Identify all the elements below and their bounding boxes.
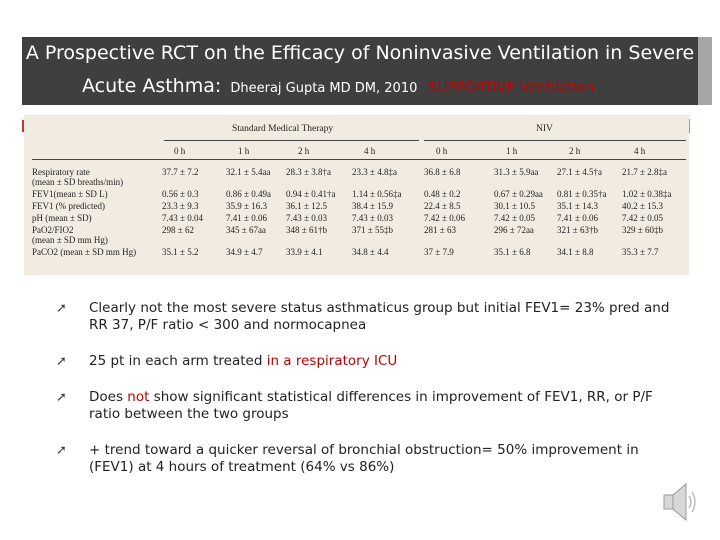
row-label: Respiratory rate <box>32 167 90 177</box>
row-label: (mean ± SD mm Hg) <box>32 235 108 245</box>
table-cell: 34.1 ± 8.8 <box>557 247 594 257</box>
time-column-header: 1 h <box>506 146 518 156</box>
table-cell: 37.7 ± 7.2 <box>162 167 199 177</box>
bullet-highlight: in a respiratory ICU <box>266 353 398 369</box>
table-cell: 7.43 ± 0.03 <box>286 213 327 223</box>
bullet-text: Clearly not the most severe status asthm… <box>89 300 670 333</box>
table-cell: 36.8 ± 6.8 <box>424 167 461 177</box>
table-cell: 0.48 ± 0.2 <box>424 189 461 199</box>
group-header-standard: Standard Medical Therapy <box>232 124 334 134</box>
table-cell: 34.9 ± 4.7 <box>226 247 263 257</box>
title-author: Dheeraj Gupta MD DM, 2010 <box>230 81 418 96</box>
table-cell: 40.2 ± 15.3 <box>622 201 663 211</box>
table-cell: 296 ± 72aa <box>494 225 534 235</box>
arrow-bullet-icon: ➚ <box>56 354 67 369</box>
table-cell: 7.43 ± 0.04 <box>162 213 203 223</box>
table-cell: 7.41 ± 0.06 <box>226 213 267 223</box>
row-label: pH (mean ± SD) <box>32 213 92 223</box>
arrow-bullet-icon: ➚ <box>56 390 67 405</box>
title-main: Acute Asthma: <box>82 75 222 97</box>
row-label: (mean ± SD breaths/min) <box>32 177 124 187</box>
arrow-bullet-icon: ➚ <box>56 443 67 458</box>
bullet-highlight: not <box>127 389 150 405</box>
row-label: FEV1 (% predicted) <box>32 201 105 211</box>
bullet-text: + trend toward a quicker reversal of bro… <box>89 442 639 475</box>
time-column-header: 4 h <box>364 146 376 156</box>
bullet-item: ➚ 25 pt in each arm treated in a respirat… <box>56 353 686 370</box>
time-column-header: 2 h <box>298 146 310 156</box>
table-cell: 345 ± 67aa <box>226 225 266 235</box>
table-cell: 36.1 ± 12.5 <box>286 201 327 211</box>
table-cell: 37 ± 7.9 <box>424 247 454 257</box>
table-cell: 1.02 ± 0.38‡a <box>622 189 672 199</box>
speaker-icon[interactable] <box>660 478 700 526</box>
table-cell: 27.1 ± 4.5†a <box>557 167 602 177</box>
table-cell: 30.1 ± 10.5 <box>494 201 535 211</box>
table-cell: 0.94 ± 0.41†a <box>286 189 336 199</box>
table-cell: 23.3 ± 4.8‡a <box>352 167 397 177</box>
table-cell: 21.7 ± 2.8‡a <box>622 167 667 177</box>
table-cell: 35.1 ± 14.3 <box>557 201 598 211</box>
bullet-text: Does <box>89 389 128 405</box>
time-column-header: 0 h <box>174 146 186 156</box>
table-cell: 7.42 ± 0.05 <box>494 213 535 223</box>
row-label: PaCO2 (mean ± SD mm Hg) <box>32 247 137 257</box>
table-cell: 7.41 ± 0.06 <box>557 213 598 223</box>
table-cell: 0.81 ± 0.35†a <box>557 189 607 199</box>
table-cell: 28.3 ± 3.8†a <box>286 167 331 177</box>
table-cell: 38.4 ± 15.9 <box>352 201 393 211</box>
table-cell: 22.4 ± 8.5 <box>424 201 461 211</box>
table-cell: 0.86 ± 0.49a <box>226 189 271 199</box>
table-cell: 281 ± 63 <box>424 225 456 235</box>
bullet-item: ➚ Clearly not the most severe status asth… <box>56 300 686 334</box>
column-rule <box>32 159 686 160</box>
table-cell: 35.1 ± 5.2 <box>162 247 199 257</box>
table-cell: 23.3 ± 9.3 <box>162 201 199 211</box>
table-cell: 298 ± 62 <box>162 225 194 235</box>
table-cell: 371 ± 55‡b <box>352 225 393 235</box>
table-cell: 7.42 ± 0.05 <box>622 213 663 223</box>
arrow-bullet-icon: ➚ <box>56 301 67 316</box>
bullet-text: show significant statistical differences… <box>89 389 653 422</box>
time-column-header: 2 h <box>569 146 581 156</box>
bullet-list: ➚ Clearly not the most severe status asth… <box>56 300 686 495</box>
table-cell: 34.8 ± 4.4 <box>352 247 389 257</box>
group-header-niv: NIV <box>536 124 553 134</box>
table-cell: 329 ± 60‡b <box>622 225 663 235</box>
table-cell: 348 ± 61†b <box>286 225 327 235</box>
table-cell: 32.1 ± 5.4aa <box>226 167 271 177</box>
table-cell: 0.67 ± 0.29aa <box>494 189 543 199</box>
bullet-item: ➚ Does not show significant statistical d… <box>56 389 686 423</box>
table-cell: 31.3 ± 5.9aa <box>494 167 539 177</box>
header-rule-right <box>424 140 686 141</box>
row-label: FEV1(mean ± SD L) <box>32 189 108 199</box>
time-column-header: 1 h <box>238 146 250 156</box>
title-line-1: A Prospective RCT on the Efficacy of Non… <box>25 42 695 64</box>
table-cell: 35.1 ± 6.8 <box>494 247 531 257</box>
bullet-text: 25 pt in each arm treated <box>89 353 267 369</box>
table-cell: 321 ± 63†b <box>557 225 598 235</box>
time-column-header: 4 h <box>634 146 646 156</box>
table-cell: 33.9 ± 4.1 <box>286 247 323 257</box>
title-tag: SUPPORTIVE Ventilation <box>428 80 595 96</box>
time-column-header: 0 h <box>436 146 448 156</box>
bullet-item: ➚ + trend toward a quicker reversal of br… <box>56 442 686 476</box>
table-cell: 35.3 ± 7.7 <box>622 247 659 257</box>
table-cell: 7.42 ± 0.06 <box>424 213 465 223</box>
table-cell: 7.43 ± 0.03 <box>352 213 393 223</box>
table-cell: 35.9 ± 16.3 <box>226 201 267 211</box>
header-rule-left <box>164 140 419 141</box>
table-cell: 0.56 ± 0.3 <box>162 189 199 199</box>
title-line-2: Acute Asthma: Dheeraj Gupta MD DM, 2010 … <box>82 75 594 97</box>
slide-title: A Prospective RCT on the Efficacy of Non… <box>22 37 698 105</box>
row-label: PaO2/FIO2 <box>32 225 74 235</box>
results-table: Standard Medical Therapy NIV 0 h 1 h 2 h 4 … <box>24 115 689 275</box>
table-cell: 1.14 ± 0.56‡a <box>352 189 402 199</box>
